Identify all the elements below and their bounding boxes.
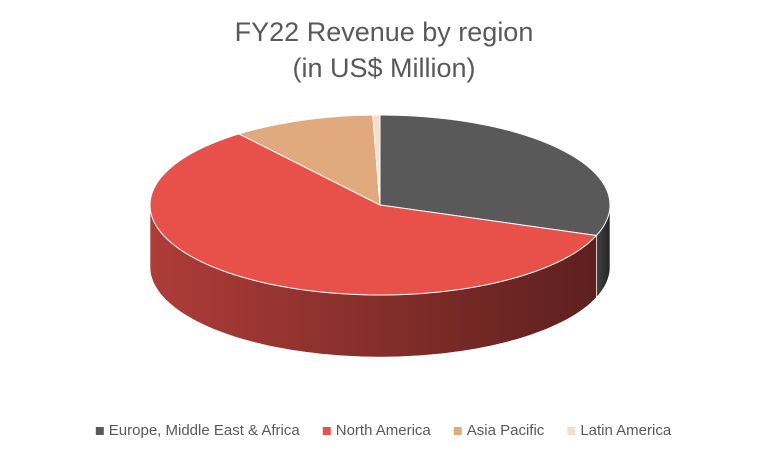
chart-subtitle: (in US$ Million) bbox=[292, 53, 475, 83]
slice bbox=[237, 114, 381, 206]
slice bbox=[372, 114, 381, 206]
legend-label: North America bbox=[336, 422, 432, 439]
legend-label: Europe, Middle East & Africa bbox=[109, 422, 301, 439]
slice bbox=[379, 114, 611, 237]
legend: Europe, Middle East & Africa North Americ… bbox=[95, 422, 672, 439]
pie bbox=[149, 114, 611, 358]
legend-label: Asia Pacific bbox=[467, 422, 545, 439]
slice bbox=[149, 133, 598, 296]
legend-marker bbox=[453, 427, 462, 435]
legend-marker bbox=[567, 427, 576, 435]
chart-title: FY22 Revenue by region bbox=[235, 17, 534, 47]
legend-label: Latin America bbox=[580, 422, 672, 439]
legend-marker bbox=[95, 427, 104, 435]
legend-marker bbox=[322, 427, 331, 435]
